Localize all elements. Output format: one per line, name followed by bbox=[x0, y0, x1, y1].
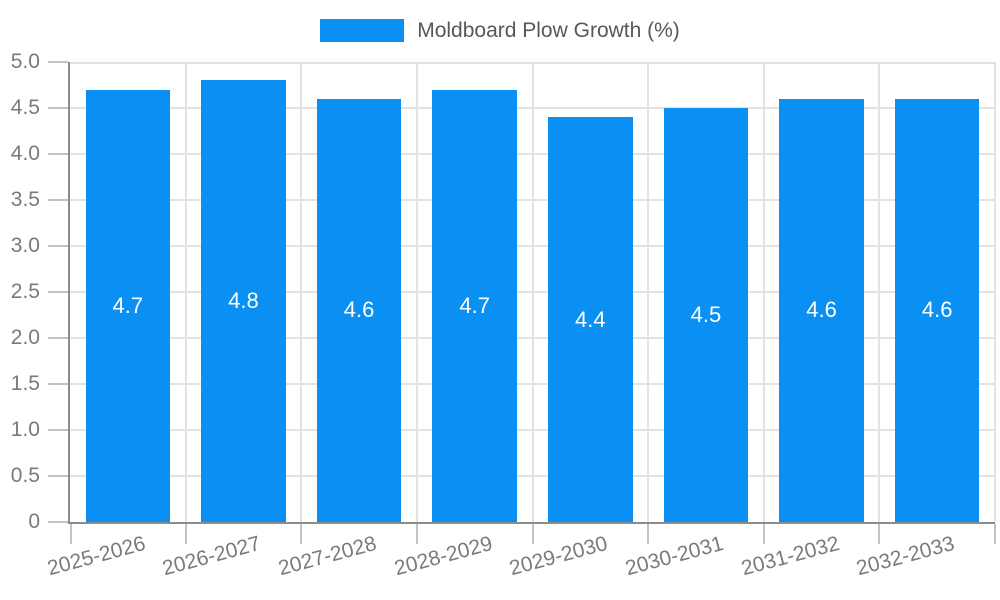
y-tick-mark bbox=[48, 245, 68, 247]
bar-value-label: 4.6 bbox=[343, 297, 375, 323]
x-gridline bbox=[994, 62, 996, 522]
y-tick-mark bbox=[48, 337, 68, 339]
x-tick-mark bbox=[647, 524, 650, 544]
bar-2027-2028[interactable]: 4.6 bbox=[316, 98, 402, 522]
y-tick-mark bbox=[48, 199, 68, 201]
y-tick-label: 5.0 bbox=[10, 50, 40, 73]
legend[interactable]: Moldboard Plow Growth (%) bbox=[0, 19, 1000, 42]
bar-value-label: 4.6 bbox=[806, 297, 837, 323]
x-tick-mark bbox=[300, 524, 303, 544]
x-tick-mark bbox=[531, 524, 534, 544]
y-tick-mark bbox=[48, 383, 68, 385]
y-tick-label: 3.0 bbox=[10, 234, 40, 257]
x-tick-mark bbox=[994, 524, 996, 544]
y-tick-mark bbox=[48, 153, 68, 155]
y-tick-mark bbox=[48, 475, 68, 477]
y-tick-mark bbox=[48, 291, 68, 293]
bar-2031-2032[interactable]: 4.6 bbox=[779, 98, 864, 522]
bar-2029-2030[interactable]: 4.4 bbox=[548, 117, 633, 522]
x-tick-mark bbox=[415, 524, 418, 544]
x-tick-mark bbox=[184, 524, 187, 544]
plot-area: 0 0.5 1.0 1.5 2.0 2.5 3.0 3.5 4.0 4.5 5.0 4.7 2025-2… bbox=[11, 50, 996, 580]
y-tick-label: 2.0 bbox=[10, 326, 40, 349]
x-gridline bbox=[647, 62, 650, 522]
y-tick-mark bbox=[48, 521, 68, 523]
y-tick-mark bbox=[48, 61, 68, 63]
legend-swatch bbox=[320, 19, 405, 42]
y-tick-label: 4.5 bbox=[10, 96, 40, 119]
x-gridline bbox=[300, 62, 303, 522]
y-tick-label: 0.5 bbox=[10, 464, 40, 487]
y-tick-label: 3.5 bbox=[10, 188, 40, 211]
y-tick-label: 1.0 bbox=[10, 418, 40, 441]
y-tick-label: 4.0 bbox=[10, 142, 40, 165]
y-tick-mark bbox=[48, 107, 68, 109]
bar-value-label: 4.7 bbox=[112, 292, 144, 318]
y-tick-label: 2.5 bbox=[10, 280, 40, 303]
x-gridline bbox=[762, 62, 765, 522]
bar-value-label: 4.5 bbox=[690, 302, 722, 327]
bar-2030-2031[interactable]: 4.5 bbox=[663, 108, 749, 522]
x-tick-mark bbox=[70, 524, 72, 544]
bar-2032-2033[interactable]: 4.6 bbox=[894, 98, 980, 522]
x-tick-mark bbox=[878, 524, 881, 544]
x-tick-mark bbox=[762, 524, 765, 544]
legend-label: Moldboard Plow Growth (%) bbox=[417, 19, 680, 42]
bar-value-label: 4.7 bbox=[459, 292, 490, 318]
x-gridline bbox=[415, 62, 418, 522]
bar-2025-2026[interactable]: 4.7 bbox=[85, 89, 171, 522]
bar-value-label: 4.6 bbox=[921, 297, 953, 323]
bar-2026-2027[interactable]: 4.8 bbox=[201, 80, 286, 522]
bar-2028-2029[interactable]: 4.7 bbox=[432, 89, 517, 522]
bar-value-label: 4.4 bbox=[575, 306, 606, 332]
x-gridline bbox=[878, 62, 881, 522]
bar-value-label: 4.8 bbox=[228, 288, 259, 314]
y-tick-mark bbox=[48, 429, 68, 431]
x-gridline bbox=[531, 62, 534, 522]
x-gridline bbox=[184, 62, 187, 522]
y-tick-label: 1.5 bbox=[10, 372, 40, 395]
y-tick-label: 0 bbox=[28, 510, 40, 533]
